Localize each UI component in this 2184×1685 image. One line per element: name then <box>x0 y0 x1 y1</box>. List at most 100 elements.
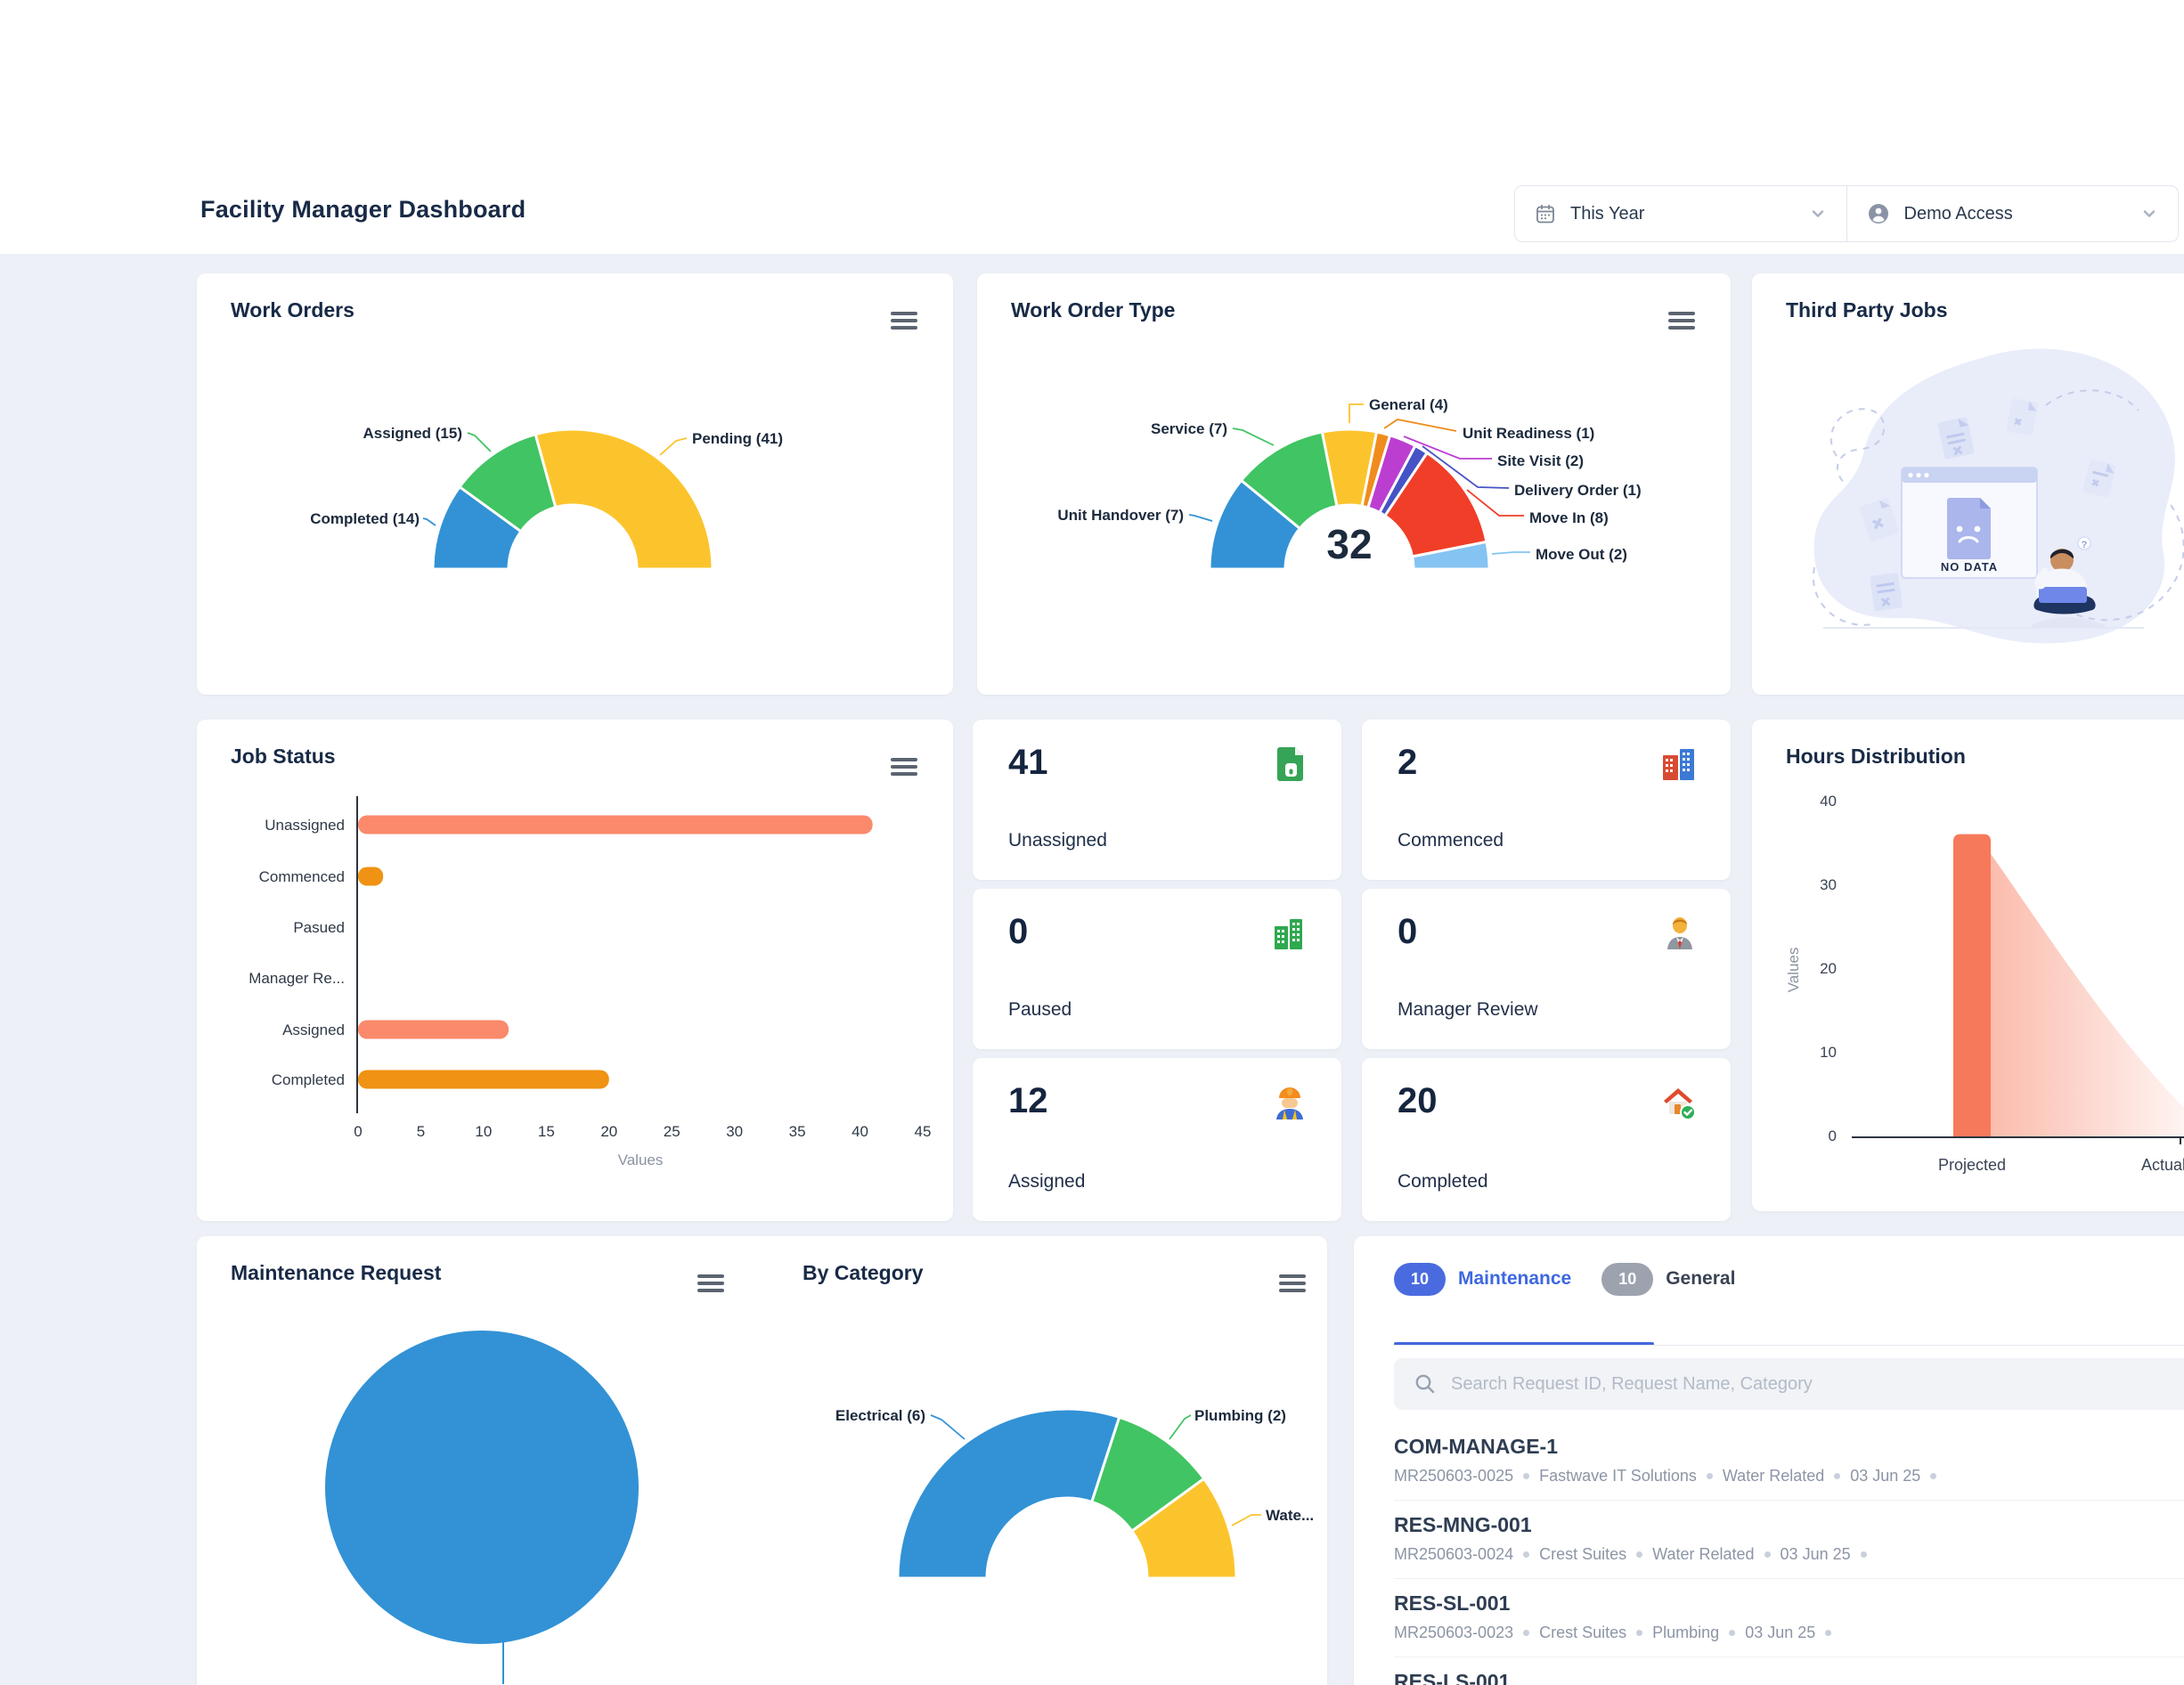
office-building-icon <box>1272 916 1308 956</box>
dot-separator <box>1930 1473 1937 1479</box>
request-date: 03 Jun 25 <box>1850 1467 1921 1485</box>
request-item[interactable]: RES-LS-001 MR250603-0022 Crest Suites El… <box>1394 1657 2184 1685</box>
bar-completed[interactable] <box>358 1070 609 1089</box>
request-item[interactable]: RES-SL-001 MR250603-0023 Crest Suites Pl… <box>1394 1579 2184 1657</box>
search-input[interactable] <box>1394 1357 2184 1411</box>
dot-separator <box>1825 1630 1832 1636</box>
request-category: Plumbing <box>1652 1624 1720 1641</box>
dot-separator <box>1706 1473 1713 1479</box>
x-tick-label: 30 <box>726 1123 743 1140</box>
no-data-text: NO DATA <box>1941 560 1998 574</box>
document-icon <box>1275 746 1308 786</box>
x-tick-label: 0 <box>354 1123 362 1140</box>
bar-unassigned[interactable] <box>358 815 873 834</box>
stat-label: Assigned <box>1008 1171 1086 1192</box>
tab-general[interactable]: 10 General <box>1601 1262 1735 1296</box>
stat-card-completed[interactable]: 20 Completed <box>1362 1058 1731 1221</box>
label-leader <box>467 432 492 452</box>
bar-projected[interactable] <box>1953 834 1991 1136</box>
segment-label: General (4) <box>1369 396 1448 413</box>
x-tick-label: 20 <box>600 1123 617 1140</box>
period-select-value: This Year <box>1570 203 1645 224</box>
segment-label: Electrical (6) <box>835 1407 925 1424</box>
dot-separator <box>1636 1630 1643 1636</box>
label-leader <box>1188 514 1213 522</box>
scattered-doc-icons <box>1859 398 2116 612</box>
x-tick-label: 35 <box>789 1123 806 1140</box>
svg-text:?: ? <box>2082 540 2088 550</box>
menu-icon[interactable] <box>891 309 917 332</box>
dot-separator <box>1523 1473 1530 1479</box>
request-name: RES-LS-001 <box>1394 1670 1511 1685</box>
stat-card-commenced[interactable]: 2 Commenced <box>1362 720 1731 880</box>
header-controls: This Year Demo Access <box>1514 185 2179 242</box>
request-search <box>1394 1357 2184 1411</box>
request-tabs: 10 Maintenance 10 General <box>1394 1259 2184 1346</box>
stat-label: Paused <box>1008 999 1072 1020</box>
hours-distribution-chart: 0 10 20 30 40 Values Projected Actual <box>1752 720 2184 1211</box>
active-tab-underline <box>1394 1342 1654 1346</box>
tabs-divider <box>1394 1345 2184 1346</box>
x-axis-title: Values <box>618 1152 664 1168</box>
category-label: Assigned <box>282 1022 345 1038</box>
panel-title: Work Order Type <box>1011 298 1176 322</box>
tab-maintenance[interactable]: 10 Maintenance <box>1394 1262 1571 1296</box>
dot-separator <box>1523 1630 1530 1636</box>
header: Facility Manager Dashboard This Year Dem… <box>0 0 2184 254</box>
stat-card-paused[interactable]: 0 Paused <box>973 889 1341 1049</box>
category-label: Pasued <box>293 919 345 936</box>
request-meta: MR250603-0023 Crest Suites Plumbing 03 J… <box>1394 1624 2184 1642</box>
menu-icon[interactable] <box>1279 1272 1306 1295</box>
stat-card-unassigned[interactable]: 41 Unassigned <box>973 720 1341 880</box>
hours-distribution-panel: Hours Distribution 0 10 20 30 40 Values Projec… <box>1752 720 2184 1211</box>
maintenance-count-badge: 10 <box>1394 1262 1446 1296</box>
request-meta: MR250603-0024 Crest Suites Water Related… <box>1394 1545 2184 1564</box>
segment-label: Completed (14) <box>310 510 420 527</box>
segment-label: Delivery Order (1) <box>1514 482 1642 499</box>
y-tick-label: 40 <box>1820 793 1837 810</box>
work-orders-chart: Completed (14) Assigned (15) Pending (41) <box>197 273 953 695</box>
search-icon <box>1414 1372 1437 1400</box>
segment-label: Unit Handover (7) <box>1057 507 1184 524</box>
segment-label: Move In (8) <box>1529 509 1609 526</box>
panel-title: Work Orders <box>231 298 354 322</box>
job-status-chart: Unassigned Commenced Pasued Manager Re... As… <box>197 720 953 1221</box>
request-category: Water Related <box>1722 1467 1825 1485</box>
request-name: RES-MNG-001 <box>1394 1513 1532 1536</box>
menu-icon[interactable] <box>891 755 917 778</box>
segment-wate[interactable] <box>1130 1477 1238 1580</box>
bar-commenced[interactable] <box>358 867 384 886</box>
stat-card-assigned[interactable]: 12 Assigned <box>973 1058 1341 1221</box>
job-status-panel: Job Status Unassigned Commenced Pasued Mana… <box>197 720 953 1221</box>
x-tick-label: 10 <box>475 1123 492 1140</box>
stat-value: 41 <box>1008 743 1048 782</box>
segment-pending[interactable] <box>534 427 714 571</box>
actual-gradient-area <box>1991 853 2184 1136</box>
bar-assigned[interactable] <box>358 1020 509 1039</box>
request-item[interactable]: COM-MANAGE-1 MR250603-0025 Fastwave IT S… <box>1394 1422 2184 1501</box>
stat-card-manager-review[interactable]: 0 Manager Review <box>1362 889 1731 1049</box>
label-leader <box>1491 551 1530 555</box>
request-category: Water Related <box>1652 1545 1755 1563</box>
request-item[interactable]: RES-MNG-001 MR250603-0024 Crest Suites W… <box>1394 1501 2184 1579</box>
house-check-icon <box>1661 1085 1697 1125</box>
general-count-badge: 10 <box>1601 1262 1654 1296</box>
label-leader <box>1349 403 1364 423</box>
x-tick-label: 15 <box>538 1123 555 1140</box>
menu-icon[interactable] <box>697 1272 724 1295</box>
calendar-icon <box>1535 203 1556 224</box>
menu-icon[interactable] <box>1668 309 1695 332</box>
maintenance-category-panel: Maintenance Request By Category Electric… <box>197 1236 1327 1685</box>
segment-move-out[interactable] <box>1411 540 1491 571</box>
segment-electrical[interactable] <box>896 1407 1121 1580</box>
worker-icon <box>1272 1085 1308 1125</box>
period-select[interactable]: This Year <box>1515 186 1846 241</box>
no-data-illustration: NO DATA ? <box>1752 273 2184 695</box>
dashboard-content: Work Orders Completed (14) Assigned (15) P… <box>0 254 2184 1685</box>
access-select[interactable]: Demo Access <box>1846 186 2179 241</box>
request-meta: MR250603-0025 Fastwave IT Solutions Wate… <box>1394 1467 2184 1486</box>
request-date: 03 Jun 25 <box>1745 1624 1816 1641</box>
dot-separator <box>1764 1551 1771 1558</box>
maintenance-request-pie[interactable] <box>323 1329 640 1646</box>
panel-title: Third Party Jobs <box>1786 298 1948 322</box>
